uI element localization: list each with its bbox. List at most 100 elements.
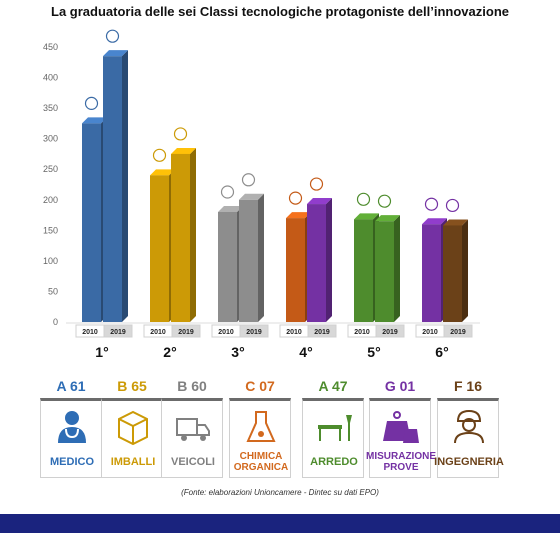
- bar-pictogram-icon: [220, 185, 235, 199]
- class-name: MISURAZIONE PROVE: [366, 451, 436, 473]
- bar-2°-2010: [150, 175, 169, 322]
- year-box-2019: [239, 324, 269, 338]
- class-box: INGEGNERIA: [434, 398, 504, 478]
- class-name-line: ORGANICA: [233, 462, 289, 473]
- class-card: B 60 VEICOLI: [161, 378, 223, 478]
- bar-top: [103, 50, 128, 57]
- y-tick-label: 400: [43, 73, 58, 83]
- year-label-2019: 2019: [110, 329, 126, 336]
- truck-icon: [176, 418, 210, 441]
- bar-side: [122, 50, 128, 323]
- source-note: (Fonte: elaborazioni Unioncamere - Dinte…: [181, 488, 379, 497]
- year-label-2019: 2019: [246, 329, 262, 336]
- y-tick-label: 250: [43, 164, 58, 174]
- year-label-2010: 2010: [82, 329, 98, 336]
- class-box: CHIMICA ORGANICA: [229, 398, 291, 478]
- bar-pictogram-icon: [288, 191, 303, 205]
- bar-top: [375, 215, 400, 222]
- class-card: A 47 ARREDO: [302, 378, 364, 478]
- class-code: B 60: [177, 378, 207, 394]
- class-name-line: CHIMICA: [239, 451, 283, 462]
- bar-5°-2019: [375, 221, 394, 322]
- bar-1°-2010: [82, 123, 101, 322]
- class-card: C 07 CHIMICA ORGANICA: [229, 378, 291, 478]
- bar-pictogram-icon: [424, 197, 439, 211]
- class-code: A 61: [56, 378, 86, 394]
- year-label-2010: 2010: [150, 329, 166, 336]
- y-tick-label: 100: [43, 256, 58, 266]
- y-tick-label: 150: [43, 225, 58, 235]
- furniture-icon: [318, 415, 352, 441]
- y-tick-label: 450: [43, 42, 58, 52]
- class-box: VEICOLI: [161, 398, 223, 478]
- bar-pictogram-icon: [445, 198, 460, 213]
- doctor-icon: [58, 411, 86, 443]
- year-label-2010: 2010: [286, 329, 302, 336]
- year-box-2019: [307, 324, 337, 338]
- year-box-2019: [171, 324, 201, 338]
- year-box-2019: [443, 324, 473, 338]
- y-tick-label: 50: [48, 286, 58, 296]
- class-name: ARREDO: [299, 457, 369, 468]
- weight-icon: [383, 411, 419, 443]
- class-name-line: MISURAZIONE: [366, 451, 436, 462]
- bar-6°-2010: [422, 224, 441, 322]
- bar-top: [307, 198, 332, 205]
- class-code: F 16: [453, 378, 482, 394]
- bar-top: [286, 212, 311, 219]
- bar-pictogram-icon: [173, 127, 188, 141]
- bar-pictogram-icon: [105, 29, 120, 43]
- bar-top: [443, 219, 468, 226]
- bar-pictogram-icon: [84, 96, 99, 110]
- class-name: IMBALLI: [98, 457, 168, 468]
- class-name-line: IMBALLI: [110, 456, 156, 468]
- rank-label: 3°: [231, 344, 244, 360]
- bar-2°-2019: [171, 153, 190, 322]
- class-name: MEDICO: [37, 457, 107, 468]
- bar-3°-2019: [239, 199, 258, 322]
- bar-3°-2010: [218, 212, 237, 322]
- year-label-2019: 2019: [178, 329, 194, 336]
- y-tick-label: 0: [53, 317, 58, 327]
- year-label-2010: 2010: [354, 329, 370, 336]
- class-cards: A 61 MEDICO B 65 IMBALLI B 60 VEICOLI C 07 CHIM…: [40, 378, 506, 478]
- bar-pictogram-icon: [152, 148, 167, 162]
- bar-top: [150, 169, 175, 176]
- chart-title: La graduatoria delle sei Classi tecnolog…: [51, 4, 509, 19]
- class-box: MEDICO: [40, 398, 102, 478]
- class-box: MISURAZIONE PROVE: [366, 398, 436, 478]
- year-box-2019: [375, 324, 405, 338]
- bar-pictogram-icon: [309, 177, 324, 191]
- rank-label: 6°: [435, 344, 448, 360]
- class-name-line: PROVE: [383, 462, 419, 473]
- year-box-2019: [103, 324, 133, 338]
- class-card: A 61 MEDICO: [40, 378, 102, 478]
- class-card: B 65 IMBALLI: [101, 378, 163, 478]
- class-code: B 65: [117, 378, 147, 394]
- bar-top: [218, 206, 243, 212]
- rank-label: 4°: [299, 344, 312, 360]
- y-tick-label: 350: [43, 103, 58, 113]
- bar-top: [239, 193, 264, 200]
- class-card: F 16 INGEGNERIA: [434, 378, 504, 478]
- y-tick-label: 200: [43, 195, 58, 205]
- bar-top: [354, 213, 379, 220]
- bottom-bar: [0, 514, 560, 533]
- class-name-line: INGEGNERIA: [434, 456, 504, 468]
- class-name-line: VEICOLI: [170, 456, 215, 468]
- y-tick-label: 300: [43, 134, 58, 144]
- bar-chart: 0 50 100 150 200 250 300 350 400 450 2010 2019 1° 201…: [43, 29, 480, 360]
- bar-side: [258, 193, 264, 322]
- class-card: G 01 MISURAZIONE PROVE: [366, 378, 436, 478]
- bar-pictogram-icon: [356, 192, 371, 206]
- year-label-2019: 2019: [314, 329, 330, 336]
- bar-side: [394, 215, 400, 322]
- rank-label: 1°: [95, 344, 108, 360]
- class-name: VEICOLI: [158, 457, 228, 468]
- year-label-2010: 2010: [422, 329, 438, 336]
- bar-5°-2010: [354, 219, 373, 322]
- bar-1°-2019: [103, 56, 122, 323]
- bar-side: [326, 198, 332, 322]
- class-name-line: ARREDO: [310, 456, 358, 468]
- year-label-2010: 2010: [218, 329, 234, 336]
